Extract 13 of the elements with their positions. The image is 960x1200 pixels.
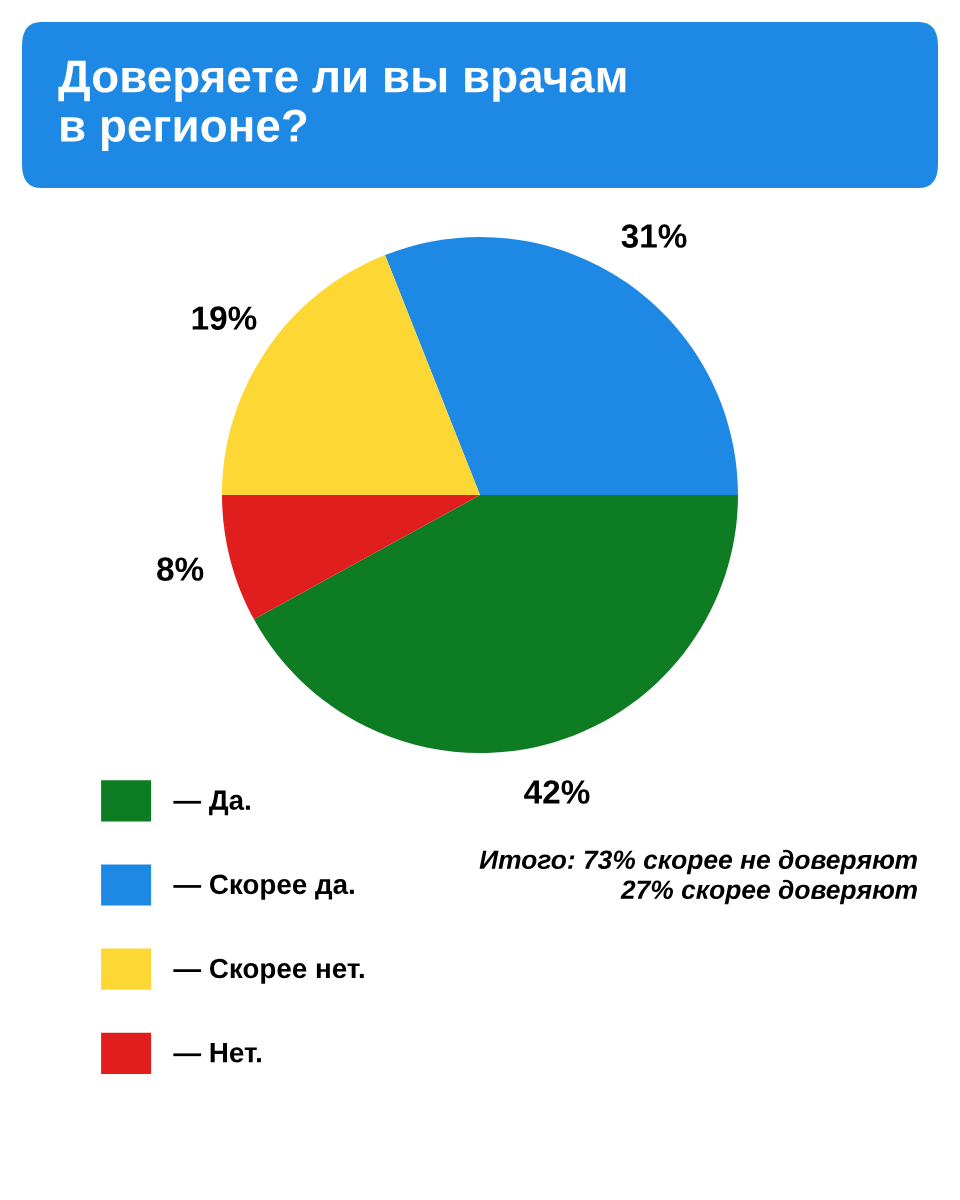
- text: Итого: 73% скорее не доверяют: [479, 849, 917, 875]
- legend-label: — Скорее да.: [173, 874, 354, 900]
- data-label: 8%: [157, 557, 204, 581]
- pie-slice: [222, 495, 480, 620]
- data-label: 19%: [192, 306, 257, 330]
- legend-label: — Да.: [173, 790, 250, 816]
- legend-label: — Нет.: [173, 1043, 261, 1063]
- data-label: 31%: [621, 224, 687, 248]
- text: 27% скорее доверяют: [620, 879, 917, 905]
- chart-title: Доверяете ли вы врачам в регионе?: [58, 60, 626, 152]
- legend-label: — Скорее нет.: [173, 958, 364, 984]
- data-label: 42%: [524, 780, 590, 804]
- pie-slice: [253, 495, 738, 753]
